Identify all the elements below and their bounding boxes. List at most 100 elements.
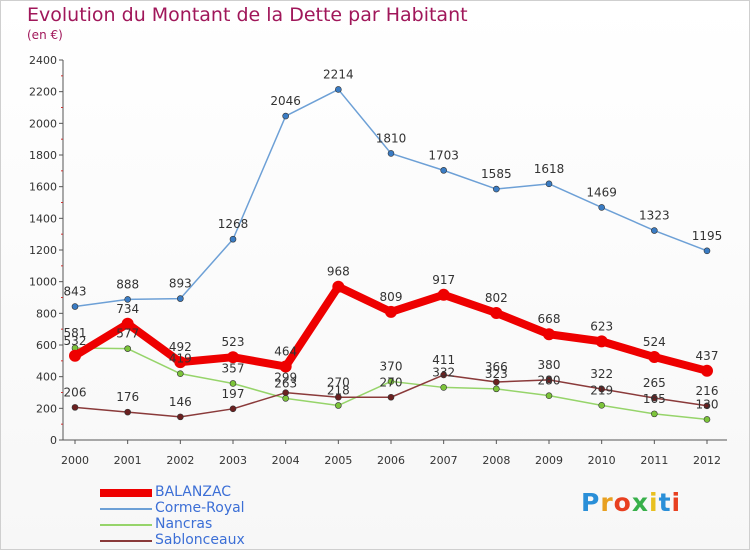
logo-letter: x — [631, 488, 649, 517]
x-tick-label: 2002 — [166, 454, 194, 467]
data-label-nancras: 130 — [696, 397, 719, 411]
data-point-sablonceaux — [651, 394, 658, 402]
data-label-nancras: 370 — [380, 359, 403, 373]
legend-label-nancras: Nancras — [155, 516, 213, 532]
legend-swatch-balanzac — [100, 489, 152, 497]
y-tick-label: 800 — [36, 307, 57, 320]
legend-label-sablonceaux: Sablonceaux — [155, 532, 245, 548]
data-point-balanzac — [332, 280, 345, 293]
x-tick-label: 2011 — [640, 454, 668, 467]
data-point-nancras — [229, 380, 237, 387]
x-tick-label: 2000 — [61, 454, 89, 467]
data-label-nancras: 280 — [538, 374, 561, 388]
logo-letter: i — [649, 488, 659, 517]
data-label-nancras: 419 — [169, 352, 192, 366]
y-tick-label: 0 — [50, 434, 57, 447]
data-label-balanzac: 809 — [380, 290, 403, 304]
y-tick-label: 400 — [36, 371, 57, 384]
data-label-nancras: 165 — [643, 392, 666, 406]
data-point-corme-royal — [493, 185, 500, 193]
data-point-sablonceaux — [177, 413, 184, 421]
logo-letter: i — [671, 488, 682, 517]
data-label-sablonceaux: 216 — [696, 384, 719, 398]
data-point-balanzac — [227, 351, 239, 364]
data-point-nancras — [598, 402, 605, 409]
legend-item-sablonceaux: Sablonceaux — [100, 532, 300, 549]
logo-letter: P — [581, 488, 601, 517]
data-point-balanzac — [121, 317, 134, 330]
x-tick-label: 2009 — [535, 454, 563, 467]
y-tick-label: 1000 — [29, 276, 57, 289]
data-point-sablonceaux — [124, 408, 131, 416]
data-point-sablonceaux — [387, 393, 395, 401]
data-point-nancras — [493, 385, 500, 393]
legend-swatch-corme-royal — [100, 508, 152, 510]
data-label-corme-royal: 1585 — [481, 167, 512, 181]
data-point-balanzac — [279, 360, 292, 373]
data-point-corme-royal — [598, 204, 605, 211]
data-label-balanzac: 437 — [696, 349, 719, 363]
data-label-sablonceaux: 270 — [380, 375, 403, 389]
data-point-balanzac — [490, 307, 503, 320]
data-point-sablonceaux — [545, 376, 553, 384]
x-tick-label: 2003 — [219, 454, 247, 467]
data-label-corme-royal: 843 — [64, 285, 87, 299]
x-tick-label: 2006 — [377, 454, 405, 467]
data-point-balanzac — [648, 351, 661, 364]
data-point-balanzac — [701, 364, 713, 377]
data-point-balanzac — [385, 305, 397, 318]
legend-swatch-sablonceaux — [100, 540, 152, 542]
data-label-sablonceaux: 206 — [64, 385, 87, 399]
data-label-corme-royal: 1469 — [586, 185, 617, 199]
y-tick-label: 600 — [36, 339, 57, 352]
data-label-sablonceaux: 411 — [432, 353, 455, 367]
data-label-sablonceaux: 322 — [590, 367, 613, 381]
data-point-corme-royal — [703, 247, 711, 255]
data-label-nancras: 323 — [485, 367, 508, 381]
data-label-corme-royal: 1703 — [428, 148, 459, 162]
data-label-nancras: 332 — [432, 365, 455, 379]
x-tick-label: 2004 — [272, 454, 300, 467]
x-tick-label: 2005 — [324, 454, 352, 467]
data-label-corme-royal: 1618 — [534, 162, 565, 176]
data-label-balanzac: 968 — [327, 265, 350, 279]
y-tick-label: 2400 — [29, 54, 57, 67]
data-label-balanzac: 464 — [274, 345, 297, 359]
chart-title: Evolution du Montant de la Dette par Hab… — [27, 4, 468, 26]
data-label-corme-royal: 888 — [116, 277, 139, 291]
data-point-balanzac — [69, 349, 81, 362]
data-point-corme-royal — [387, 150, 395, 157]
data-point-sablonceaux — [71, 404, 79, 411]
data-label-balanzac: 734 — [116, 302, 139, 316]
data-point-sablonceaux — [493, 378, 500, 386]
data-label-sablonceaux: 146 — [169, 395, 192, 409]
data-point-corme-royal — [545, 180, 553, 188]
data-point-nancras — [387, 378, 395, 385]
data-label-nancras: 218 — [327, 383, 350, 397]
data-label-nancras: 263 — [274, 376, 297, 390]
data-point-balanzac — [174, 356, 187, 369]
data-label-sablonceaux: 366 — [485, 360, 508, 374]
data-label-sablonceaux: 265 — [643, 376, 666, 390]
data-label-sablonceaux: 197 — [222, 387, 245, 401]
data-label-nancras: 357 — [222, 361, 245, 375]
data-point-corme-royal — [282, 112, 289, 120]
data-point-sablonceaux — [335, 393, 342, 401]
data-label-sablonceaux: 270 — [327, 375, 350, 389]
data-label-balanzac: 523 — [222, 335, 245, 349]
x-tick-label: 2010 — [588, 454, 616, 467]
data-point-nancras — [335, 402, 342, 409]
data-label-nancras: 219 — [590, 383, 613, 397]
logo-letter: t — [658, 488, 672, 517]
data-label-corme-royal: 1323 — [639, 209, 670, 223]
data-label-corme-royal: 893 — [169, 277, 192, 291]
y-tick-label: 1800 — [29, 149, 57, 162]
data-point-nancras — [440, 384, 447, 391]
data-point-sablonceaux — [229, 405, 237, 413]
data-label-nancras: 577 — [116, 327, 139, 341]
data-label-sablonceaux: 299 — [274, 371, 297, 385]
legend-label-balanzac: BALANZAC — [155, 484, 232, 500]
y-tick-label: 2000 — [29, 117, 57, 130]
x-tick-label: 2008 — [482, 454, 510, 467]
